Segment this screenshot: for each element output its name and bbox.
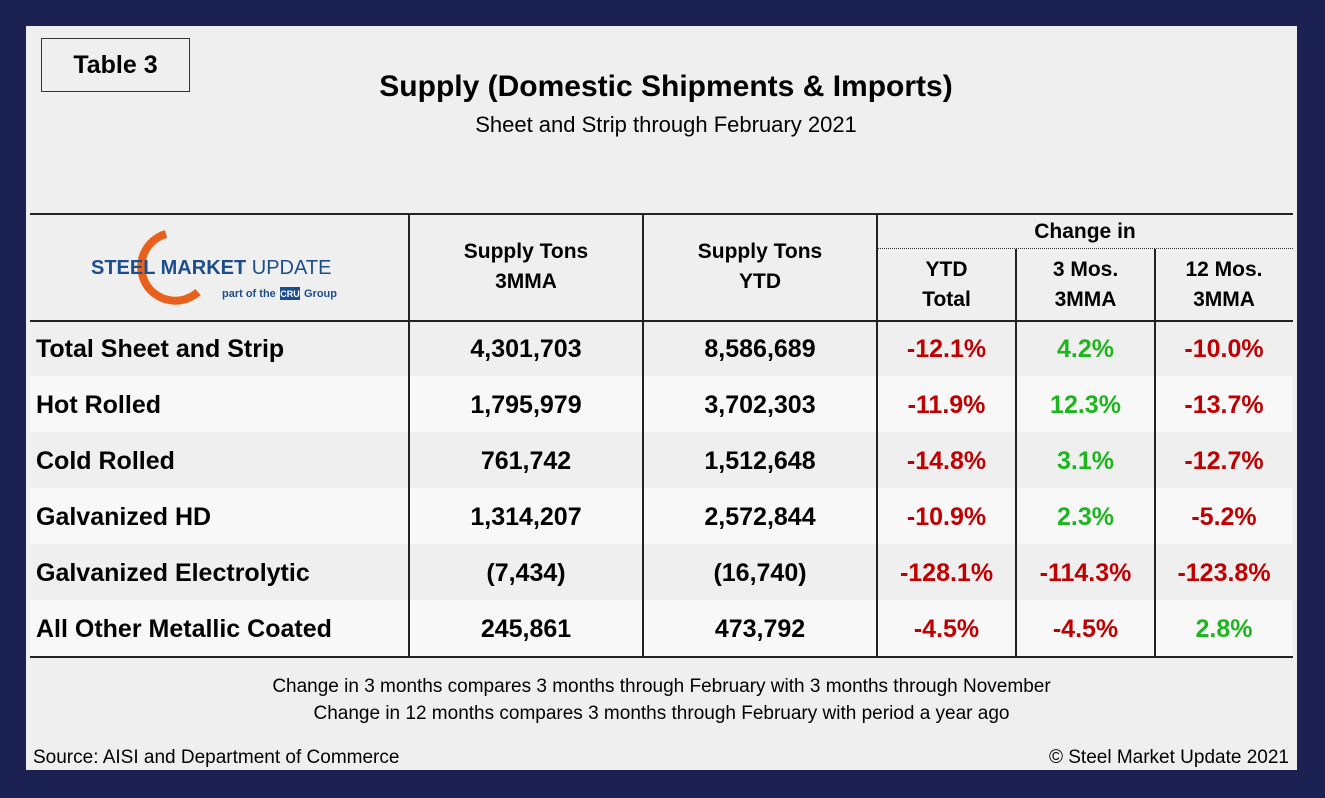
cell: 3.1% (1057, 447, 1114, 475)
rule (30, 656, 1293, 658)
copyright: © Steel Market Update 2021 (1048, 747, 1289, 768)
subtitle: Sheet and Strip through February 2021 (475, 112, 857, 137)
cell: -4.5% (913, 615, 980, 643)
cell: 1,795,979 (470, 391, 582, 419)
column-header: YTD (925, 258, 968, 281)
cell: -5.2% (1191, 503, 1257, 531)
rule (408, 213, 410, 656)
source: Source: AISI and Department of Commerce (33, 747, 400, 768)
logo-bold: STEEL MARKET (91, 257, 246, 279)
column-header: 3MMA (495, 270, 557, 293)
cell: -12.1% (906, 335, 987, 363)
rule (642, 213, 644, 656)
logo-light: UPDATE (252, 257, 332, 279)
table-row: Cold Rolled 761,742 1,512,648 -14.8% 3.1% -12… (30, 432, 1293, 488)
cell: 8,586,689 (704, 335, 816, 363)
cell: -12.7% (1184, 447, 1264, 475)
cell: (7,434) (486, 559, 566, 587)
logo-badge: CRU (280, 289, 300, 299)
cell: -4.5% (1052, 615, 1119, 643)
cell: 2.8% (1195, 615, 1253, 643)
cell: All Other Metallic Coated (36, 615, 332, 643)
rule (30, 320, 1293, 322)
cell: 473,792 (714, 615, 806, 643)
cell: -13.7% (1184, 391, 1264, 419)
table-row: All Other Metallic Coated 245,861 473,792 -… (30, 600, 1293, 656)
table-row: Total Sheet and Strip 4,301,703 8,586,689 -… (30, 320, 1293, 376)
group-header: Change in (1034, 220, 1136, 243)
rule (1015, 249, 1017, 656)
logo-tagline-post: Group (304, 288, 337, 300)
column-header: 12 Mos. (1185, 258, 1263, 281)
logo-tagline-pre: part of the (222, 288, 276, 300)
table-row: Hot Rolled 1,795,979 3,702,303 -11.9% 12.3% -… (30, 376, 1293, 432)
cell: -14.8% (906, 447, 987, 475)
cell: -10.0% (1184, 335, 1264, 363)
column-header: 3MMA (1193, 288, 1255, 311)
cell: Galvanized Electrolytic (36, 559, 310, 587)
cell: 2,572,844 (704, 503, 816, 531)
note: Change in 3 months compares 3 months thr… (272, 676, 1051, 697)
column-header: YTD (739, 270, 781, 293)
rule (1154, 249, 1156, 656)
cell: 4.2% (1057, 335, 1114, 363)
note: Change in 12 months compares 3 months th… (313, 703, 1010, 724)
table-label: Table 3 (41, 38, 190, 92)
cell: -123.8% (1177, 559, 1271, 587)
logo-badge-bg (280, 287, 300, 300)
rule (876, 213, 878, 656)
logo: STEEL MARKET UPDATE part of the CRU Grou… (91, 230, 337, 305)
dotted-rule (877, 248, 1293, 249)
cell: 4,301,703 (470, 335, 582, 363)
cell: Galvanized HD (36, 503, 212, 531)
table-row: Galvanized HD 1,314,207 2,572,844 -10.9% 2.3… (30, 488, 1293, 544)
cell: 12.3% (1050, 391, 1121, 419)
cell: 2.3% (1057, 503, 1114, 531)
cell: 761,742 (480, 447, 572, 475)
cell: 245,861 (480, 615, 572, 643)
cell: Total Sheet and Strip (36, 335, 285, 363)
cell: 3,702,303 (704, 391, 816, 419)
rule (30, 213, 1293, 215)
cell: 1,512,648 (704, 447, 816, 475)
table-row: Galvanized Electrolytic (7,434) (16,740) -1… (30, 544, 1293, 600)
logo-name: STEEL MARKET UPDATE (91, 257, 331, 279)
column-header: Total (922, 288, 971, 311)
cell: -114.3% (1039, 559, 1132, 587)
column-header: 3MMA (1054, 288, 1117, 311)
cell: (16,740) (713, 559, 807, 587)
cell: Hot Rolled (36, 391, 161, 419)
panel: Table 3 Supply (Domestic Shipments & Imp… (26, 26, 1297, 770)
cell: -10.9% (906, 503, 987, 531)
logo-arc (137, 230, 201, 305)
column-header: 3 Mos. (1052, 258, 1119, 281)
column-header: Supply Tons (697, 240, 823, 263)
cell: -128.1% (899, 559, 994, 587)
cell: Cold Rolled (36, 447, 175, 475)
cell: -11.9% (907, 391, 986, 419)
title: Supply (Domestic Shipments & Imports) (379, 70, 953, 103)
column-header: Supply Tons (463, 240, 589, 263)
cell: 1,314,207 (470, 503, 582, 531)
